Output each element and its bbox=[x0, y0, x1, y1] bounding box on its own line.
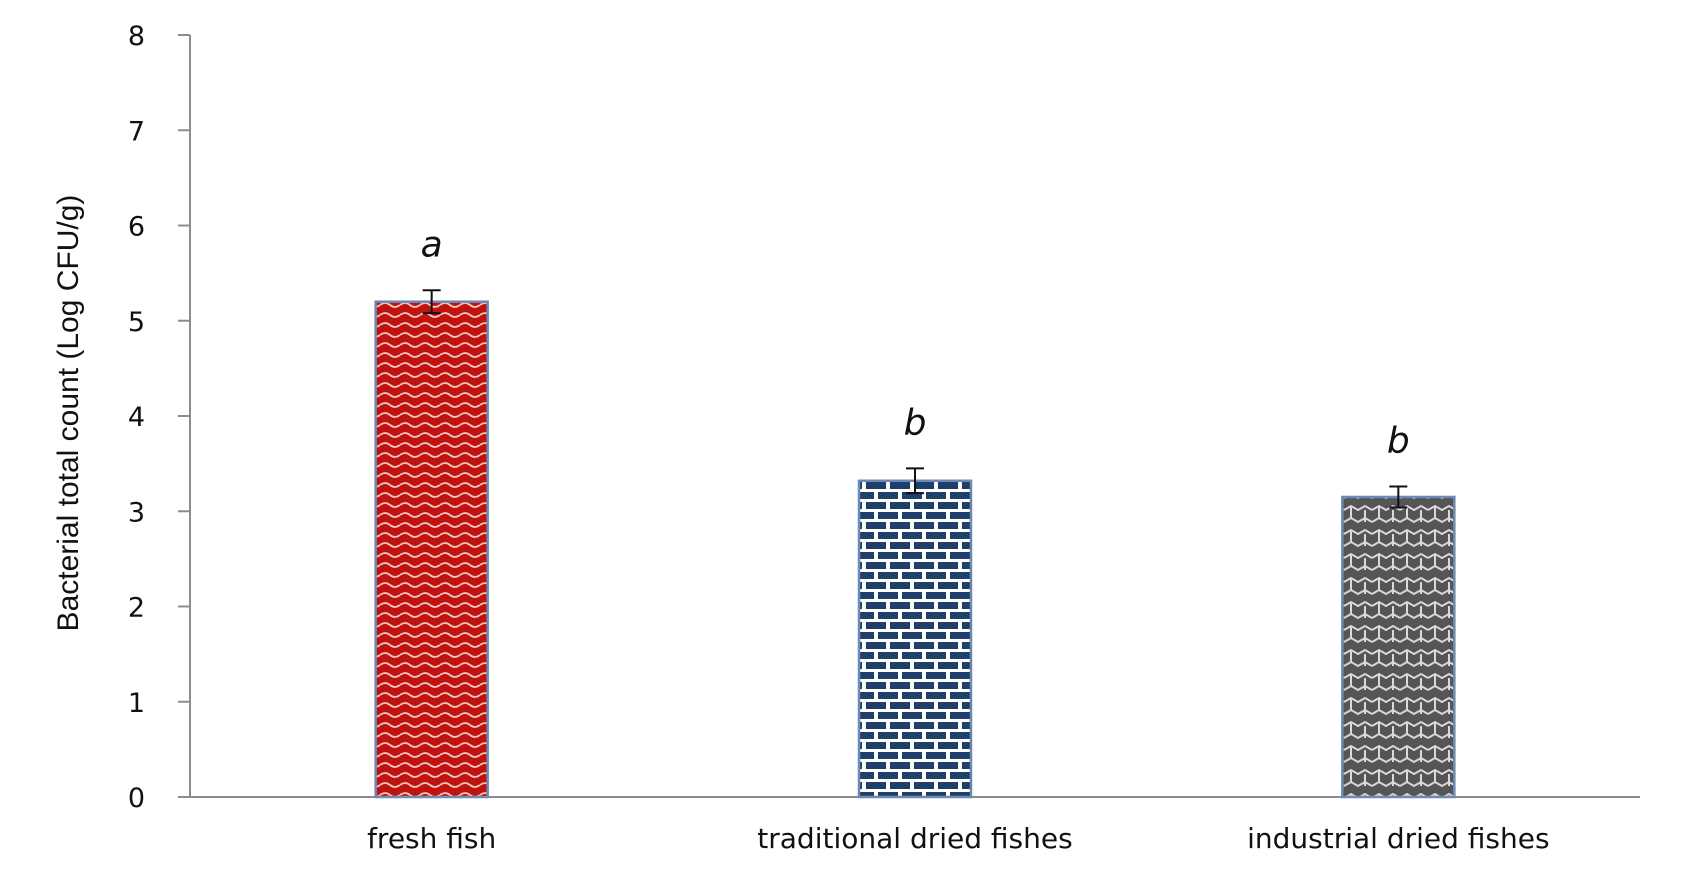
y-tick-label: 5 bbox=[128, 307, 145, 338]
y-tick-label: 1 bbox=[128, 688, 145, 719]
error-bar-1 bbox=[906, 467, 924, 495]
y-tick-label: 4 bbox=[128, 402, 145, 433]
bars bbox=[374, 300, 1456, 799]
category-label-2: industrial dried fishes bbox=[1247, 822, 1550, 855]
y-tick-label: 6 bbox=[128, 212, 145, 243]
error-bar-0 bbox=[422, 289, 441, 315]
bar-2 bbox=[1341, 495, 1456, 799]
y-tick-label: 3 bbox=[128, 497, 145, 528]
y-tick-label: 2 bbox=[128, 593, 145, 624]
category-labels: fresh fish traditional dried fishes indust… bbox=[367, 822, 1550, 855]
y-axis-title: Bacterial total count (Log CFU/g) bbox=[52, 195, 85, 632]
y-tick-label: 0 bbox=[128, 783, 145, 814]
bar-1 bbox=[857, 479, 973, 799]
y-tick-label: 8 bbox=[128, 21, 145, 52]
category-label-1: traditional dried fishes bbox=[757, 822, 1072, 855]
y-ticks: 0 1 2 3 4 5 6 7 8 bbox=[128, 21, 190, 814]
significance-labels: a b b bbox=[421, 224, 1410, 461]
significance-label-1: b bbox=[904, 402, 927, 443]
bar-0 bbox=[374, 300, 489, 799]
error-bar-2 bbox=[1389, 485, 1408, 509]
category-label-0: fresh fish bbox=[367, 822, 496, 855]
y-tick-label: 7 bbox=[128, 116, 145, 147]
significance-label-2: b bbox=[1387, 420, 1410, 461]
error-bars bbox=[422, 289, 1408, 509]
significance-label-0: a bbox=[421, 224, 443, 265]
